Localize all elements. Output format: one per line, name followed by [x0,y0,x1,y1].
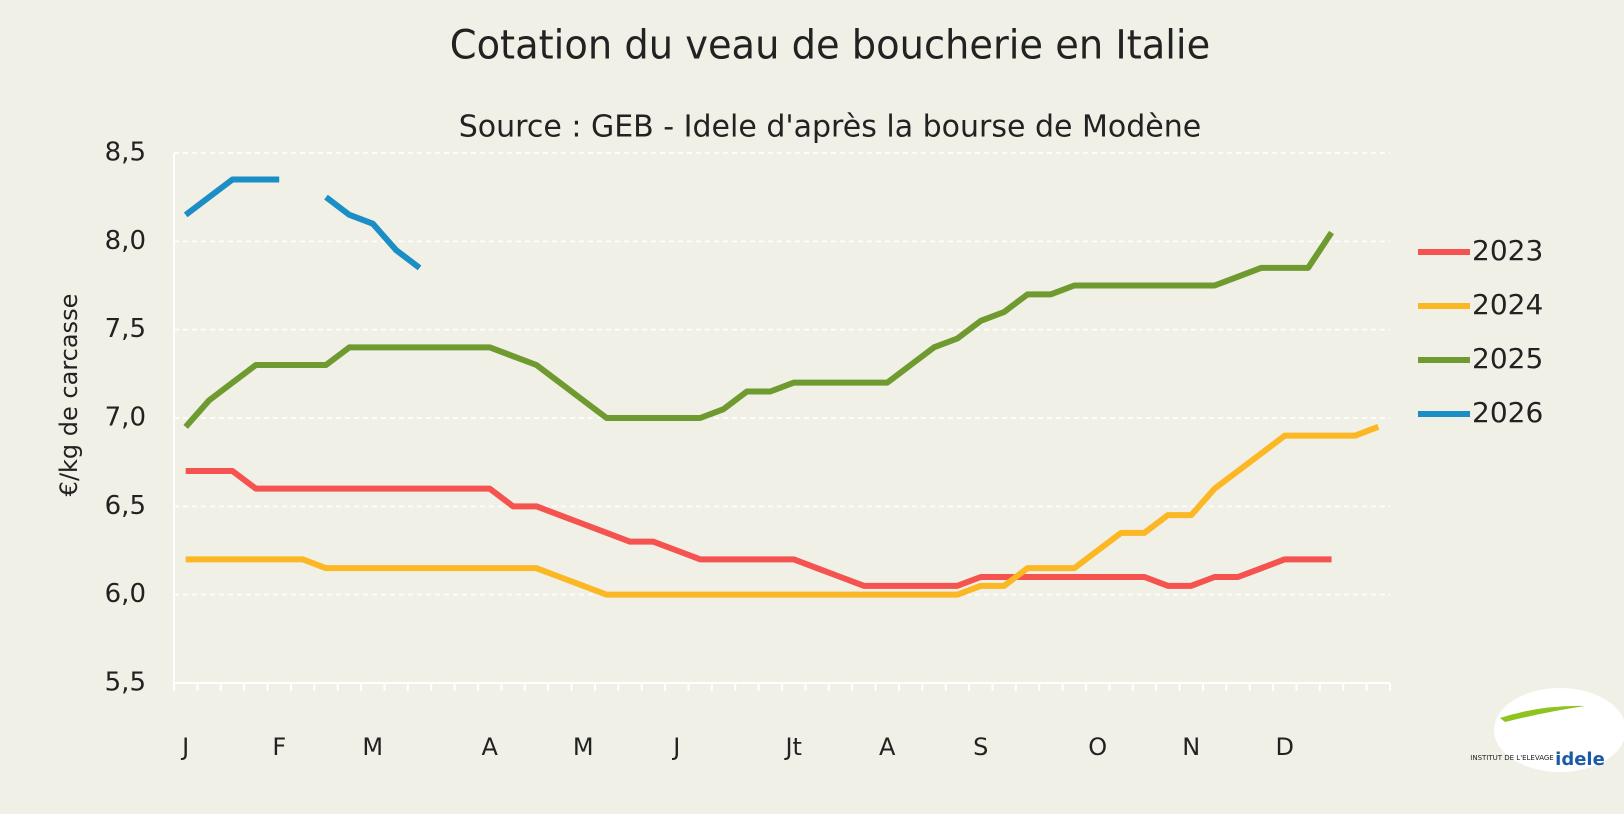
logo-swoosh [1500,705,1585,722]
legend-label: 2023 [1472,234,1543,267]
x-tick-label: A [481,733,498,761]
x-tick-label: S [973,733,988,761]
x-tick-label: M [573,733,594,761]
y-tick-label: 5,5 [105,668,146,698]
chart-subtitle: Source : GEB - Idele d'après la bourse d… [459,110,1201,145]
logo-name: idele [1555,749,1605,770]
series-line [185,424,1380,598]
legend-label: 2024 [1472,288,1543,321]
series-line [183,176,422,271]
y-tick-label: 8,5 [105,138,146,168]
series-line [185,468,1332,589]
legend-label: 2025 [1472,342,1543,375]
logo-bg [1494,688,1624,772]
y-tick-label: 6,5 [105,491,146,521]
y-tick-label: 7,0 [105,403,146,433]
x-tick-label: Jt [783,733,802,761]
x-tick-label: J [671,733,680,761]
x-tick-label: N [1182,733,1200,761]
legend-label: 2026 [1472,396,1543,429]
chart-title: Cotation du veau de boucherie en Italie [450,23,1210,69]
y-tick-label: 6,0 [105,579,146,609]
x-tick-label: F [272,733,286,761]
y-tick-label: 8,0 [105,226,146,256]
x-tick-label: A [879,733,896,761]
y-tick-label: 7,5 [105,314,146,344]
logo: INSTITUT DE L'ELEVAGE idele [1470,688,1624,772]
x-tick-label: D [1276,733,1294,761]
x-tick-label: M [362,733,383,761]
x-tick-label: J [180,733,189,761]
series-line [183,230,1335,429]
x-tick-label: O [1088,733,1107,761]
y-axis-label: €/kg de carcasse [55,294,83,497]
logo-small: INSTITUT DE L'ELEVAGE [1470,754,1553,762]
